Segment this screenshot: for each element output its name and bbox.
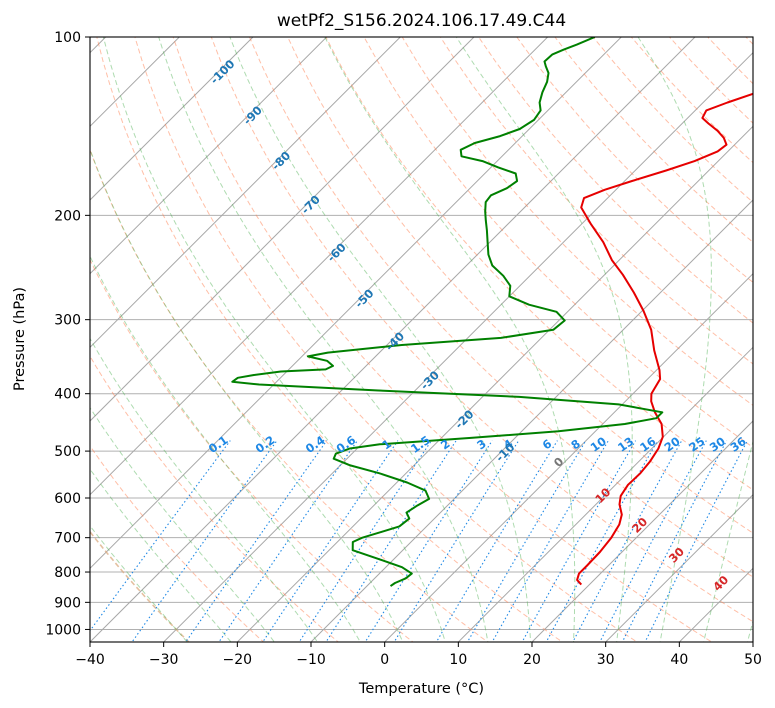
isotherm-gridline bbox=[90, 37, 696, 642]
dry-adiabat-line bbox=[287, 37, 753, 534]
x-tick-label: 40 bbox=[670, 652, 688, 668]
x-tick-label: −40 bbox=[75, 652, 105, 668]
moist-adiabat-line bbox=[90, 337, 319, 642]
mixing-ratio-line bbox=[621, 440, 728, 642]
x-tick-label: 50 bbox=[744, 652, 762, 668]
dewpoint-profile-line bbox=[231, 37, 664, 587]
isotherm-gridline bbox=[162, 51, 753, 642]
moist-adiabat-line bbox=[637, 37, 712, 642]
x-axis-label: Temperature (°C) bbox=[358, 681, 484, 697]
y-tick-label: 600 bbox=[54, 491, 81, 507]
x-tick-label: 10 bbox=[449, 652, 467, 668]
isotherm-gridline bbox=[90, 37, 623, 570]
y-tick-label: 500 bbox=[54, 444, 81, 460]
moist-adiabat-line bbox=[703, 439, 753, 642]
isotherm-gridline bbox=[457, 346, 753, 642]
x-tick-label: 0 bbox=[380, 652, 389, 668]
mixing-ratio-line bbox=[491, 440, 609, 642]
mixing-ratio-line bbox=[644, 440, 748, 642]
mixing-ratio-line bbox=[545, 440, 659, 642]
mixing-ratio-line bbox=[131, 440, 278, 642]
plot-frame bbox=[89, 36, 754, 643]
x-tick-label: 20 bbox=[523, 652, 541, 668]
dry-adiabat-line bbox=[90, 530, 190, 642]
moist-adiabat-line bbox=[324, 37, 576, 642]
dry-adiabat-line bbox=[90, 258, 414, 642]
mixing-ratio-line bbox=[572, 440, 683, 642]
dry-adiabat-line bbox=[90, 355, 339, 642]
y-tick-label: 200 bbox=[54, 208, 81, 224]
mixing-ratio-line bbox=[298, 440, 432, 642]
x-tick-label: −10 bbox=[296, 652, 326, 668]
isotherm-gridline bbox=[90, 37, 549, 496]
temperature-profile-line bbox=[576, 92, 753, 586]
y-tick-label: 100 bbox=[54, 30, 81, 46]
y-tick-label: 700 bbox=[54, 531, 81, 547]
dry-adiabat-line bbox=[134, 37, 638, 642]
isotherm-gridline bbox=[604, 493, 753, 642]
isotherm-gridline bbox=[236, 125, 753, 642]
moist-adiabat-line bbox=[90, 255, 361, 642]
isotherm-gridline bbox=[383, 272, 753, 642]
mixing-ratio-line bbox=[599, 440, 707, 642]
y-axis-label: Pressure (hPa) bbox=[12, 287, 28, 391]
moist-adiabat-line bbox=[90, 406, 276, 642]
dry-adiabat-line bbox=[249, 37, 753, 578]
dry-adiabat-line bbox=[172, 37, 713, 642]
mixing-ratio-line bbox=[435, 440, 558, 642]
mixing-ratio-line bbox=[262, 440, 399, 642]
x-tick-label: 30 bbox=[597, 652, 615, 668]
y-tick-label: 300 bbox=[54, 313, 81, 329]
dry-adiabat-line bbox=[90, 148, 489, 642]
moist-adiabat-line bbox=[102, 37, 446, 642]
y-tick-label: 800 bbox=[54, 565, 81, 581]
dry-adiabat-line bbox=[96, 37, 564, 642]
moist-adiabat-line bbox=[455, 37, 633, 642]
isotherm-gridline bbox=[310, 199, 753, 642]
moist-adiabat-line bbox=[229, 37, 532, 642]
x-tick-label: −30 bbox=[149, 652, 179, 668]
y-tick-label: 900 bbox=[54, 595, 81, 611]
y-tick-label: 400 bbox=[54, 387, 81, 403]
mixing-ratio-line bbox=[364, 440, 493, 642]
dry-adiabat-line bbox=[210, 37, 753, 623]
dry-adiabat-line bbox=[439, 37, 753, 365]
y-tick-label: 1000 bbox=[45, 622, 81, 638]
isotherm-gridline bbox=[90, 37, 254, 201]
isotherm-gridline bbox=[531, 420, 753, 642]
mixing-ratio-line bbox=[466, 440, 587, 642]
mixing-ratio-line bbox=[325, 440, 457, 642]
x-tick-label: −20 bbox=[223, 652, 253, 668]
moist-adiabat-line bbox=[158, 37, 489, 642]
mixing-ratio-line bbox=[521, 440, 637, 642]
isotherm-gridline bbox=[90, 37, 402, 349]
moist-adiabat-line bbox=[90, 147, 404, 642]
isotherm-gridline bbox=[90, 37, 181, 128]
chart-title: wetPf2_S156.2024.106.17.49.C44 bbox=[277, 11, 566, 31]
dry-adiabat-line bbox=[401, 37, 753, 406]
isotherm-gridline bbox=[90, 37, 475, 422]
